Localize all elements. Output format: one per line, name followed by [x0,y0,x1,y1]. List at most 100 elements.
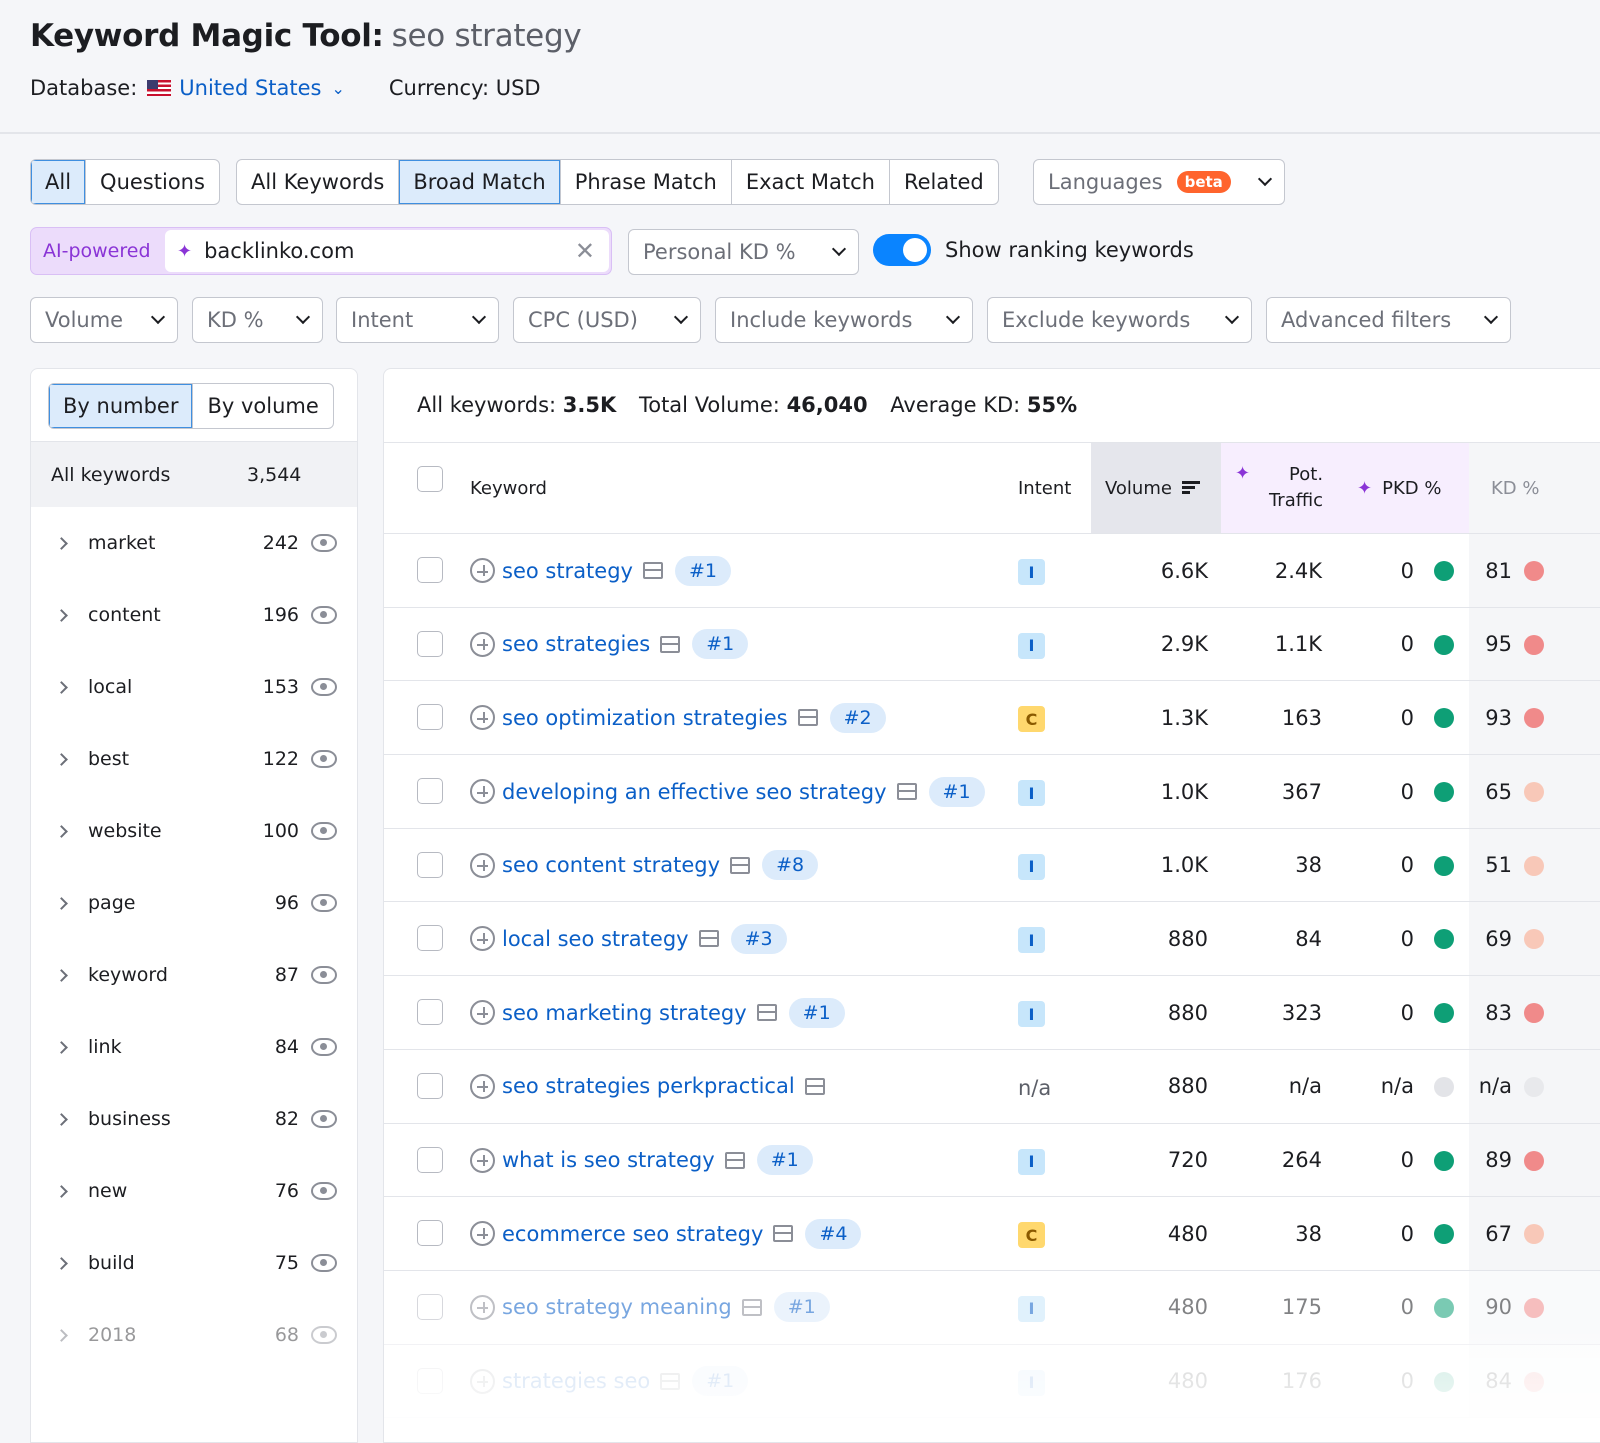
add-to-list-icon[interactable] [470,1368,495,1394]
chevron-down-icon[interactable]: ⌄ [331,78,345,98]
personal-kd-dropdown[interactable]: Personal KD % [628,229,859,275]
chevron-right-icon[interactable] [55,1184,68,1198]
keyword-link[interactable]: strategies seo [502,1369,651,1394]
intent-badge[interactable]: I [1018,1369,1045,1396]
eye-icon[interactable] [311,1254,337,1272]
eye-icon[interactable] [311,606,337,624]
serp-icon[interactable] [896,783,917,801]
keyword-link[interactable]: seo optimization strategies [502,705,788,730]
add-to-list-icon[interactable] [470,1000,495,1026]
serp-icon[interactable] [756,1004,777,1022]
keyword-link[interactable]: seo marketing strategy [502,1000,747,1025]
add-to-list-icon[interactable] [470,1294,495,1320]
chevron-right-icon[interactable] [55,1328,68,1342]
add-to-list-icon[interactable] [470,1147,495,1173]
tab-related[interactable]: Related [903,170,984,194]
row-checkbox[interactable] [417,925,443,952]
intent-badge[interactable]: I [1018,1001,1045,1028]
column-pkd[interactable]: ✦ PKD % [1341,443,1469,533]
serp-icon[interactable] [804,1077,825,1095]
keyword-link[interactable]: seo strategy [502,558,633,583]
eye-icon[interactable] [311,1182,337,1200]
eye-icon[interactable] [311,1038,337,1056]
eye-icon[interactable] [311,966,337,984]
exclude-keywords-filter[interactable]: Exclude keywords [987,297,1252,343]
languages-dropdown[interactable]: Languages beta [1033,159,1285,205]
serp-icon[interactable] [797,709,818,727]
cpc-filter[interactable]: CPC (USD) [513,297,701,343]
eye-icon[interactable] [311,822,337,840]
volume-filter[interactable]: Volume [30,297,178,343]
chevron-right-icon[interactable] [55,1256,68,1270]
column-volume[interactable]: Volume [1091,443,1221,533]
intent-badge[interactable]: C [1018,706,1045,733]
intent-filter[interactable]: Intent [336,297,499,343]
close-icon[interactable]: ✕ [574,237,595,265]
group-item[interactable]: website 100 [31,795,357,867]
serp-icon[interactable] [773,1225,794,1243]
add-to-list-icon[interactable] [470,705,495,731]
column-kd[interactable]: KD % [1469,443,1600,533]
domain-input[interactable]: ✦ backlinko.com ✕ [165,230,609,272]
intent-badge[interactable]: I [1018,1295,1045,1322]
row-checkbox[interactable] [417,557,443,583]
intent-badge[interactable]: I [1018,632,1045,659]
group-item[interactable]: market 242 [31,507,357,579]
tab-all[interactable]: All [31,160,87,204]
tab-phrase-match[interactable]: Phrase Match [561,160,732,204]
add-to-list-icon[interactable] [470,1221,495,1247]
eye-icon[interactable] [311,678,337,696]
all-keywords-group[interactable]: All keywords 3,544 [31,441,357,507]
eye-icon[interactable] [311,894,337,912]
group-item[interactable]: business 82 [31,1083,357,1155]
chevron-right-icon[interactable] [55,824,68,838]
tab-broad-match[interactable]: Broad Match [399,160,561,204]
row-checkbox[interactable] [417,704,443,731]
row-checkbox[interactable] [417,1367,443,1394]
database-selector[interactable]: United States [179,76,322,100]
keyword-link[interactable]: seo strategy meaning [502,1295,732,1320]
keyword-link[interactable]: seo content strategy [502,853,721,878]
add-to-list-icon[interactable] [470,779,495,805]
group-item[interactable]: build 75 [31,1227,357,1299]
serp-icon[interactable] [724,1151,745,1169]
column-potential-traffic[interactable]: ✦ Pot. Traffic [1221,443,1341,533]
row-checkbox[interactable] [417,1072,443,1099]
keyword-link[interactable]: seo strategies perkpractical [502,1074,795,1099]
chevron-right-icon[interactable] [55,896,68,910]
row-checkbox[interactable] [417,1293,443,1320]
intent-badge[interactable]: I [1018,780,1045,807]
keyword-link[interactable]: local seo strategy [502,926,689,951]
add-to-list-icon[interactable] [470,631,495,657]
select-all-checkbox[interactable] [417,466,443,492]
intent-badge[interactable]: I [1018,559,1045,585]
tab-questions[interactable]: Questions [100,170,205,194]
group-item[interactable]: keyword 87 [31,939,357,1011]
serp-icon[interactable] [698,930,719,948]
sort-icon[interactable] [1181,481,1200,495]
chevron-right-icon[interactable] [55,1040,68,1054]
serp-icon[interactable] [730,856,751,874]
row-checkbox[interactable] [417,1146,443,1173]
serp-icon[interactable] [660,1372,681,1390]
domain-input-value[interactable]: backlinko.com [204,239,355,263]
column-intent[interactable]: Intent [1018,443,1071,533]
serp-icon[interactable] [741,1298,762,1316]
chevron-right-icon[interactable] [55,968,68,982]
group-item[interactable]: best 122 [31,723,357,795]
intent-badge[interactable]: I [1018,853,1045,880]
keyword-link[interactable]: what is seo strategy [502,1148,715,1172]
row-checkbox[interactable] [417,630,443,657]
advanced-filters[interactable]: Advanced filters [1266,297,1511,343]
group-item[interactable]: local 153 [31,651,357,723]
chevron-right-icon[interactable] [55,752,68,766]
keyword-link[interactable]: ecommerce seo strategy [502,1221,764,1246]
intent-badge[interactable]: I [1018,927,1045,954]
keyword-link[interactable]: seo strategies [502,632,651,657]
row-checkbox[interactable] [417,778,443,805]
chevron-right-icon[interactable] [55,608,68,622]
chevron-right-icon[interactable] [55,1112,68,1126]
row-checkbox[interactable] [417,1220,443,1247]
eye-icon[interactable] [311,1326,337,1344]
eye-icon[interactable] [311,1110,337,1128]
